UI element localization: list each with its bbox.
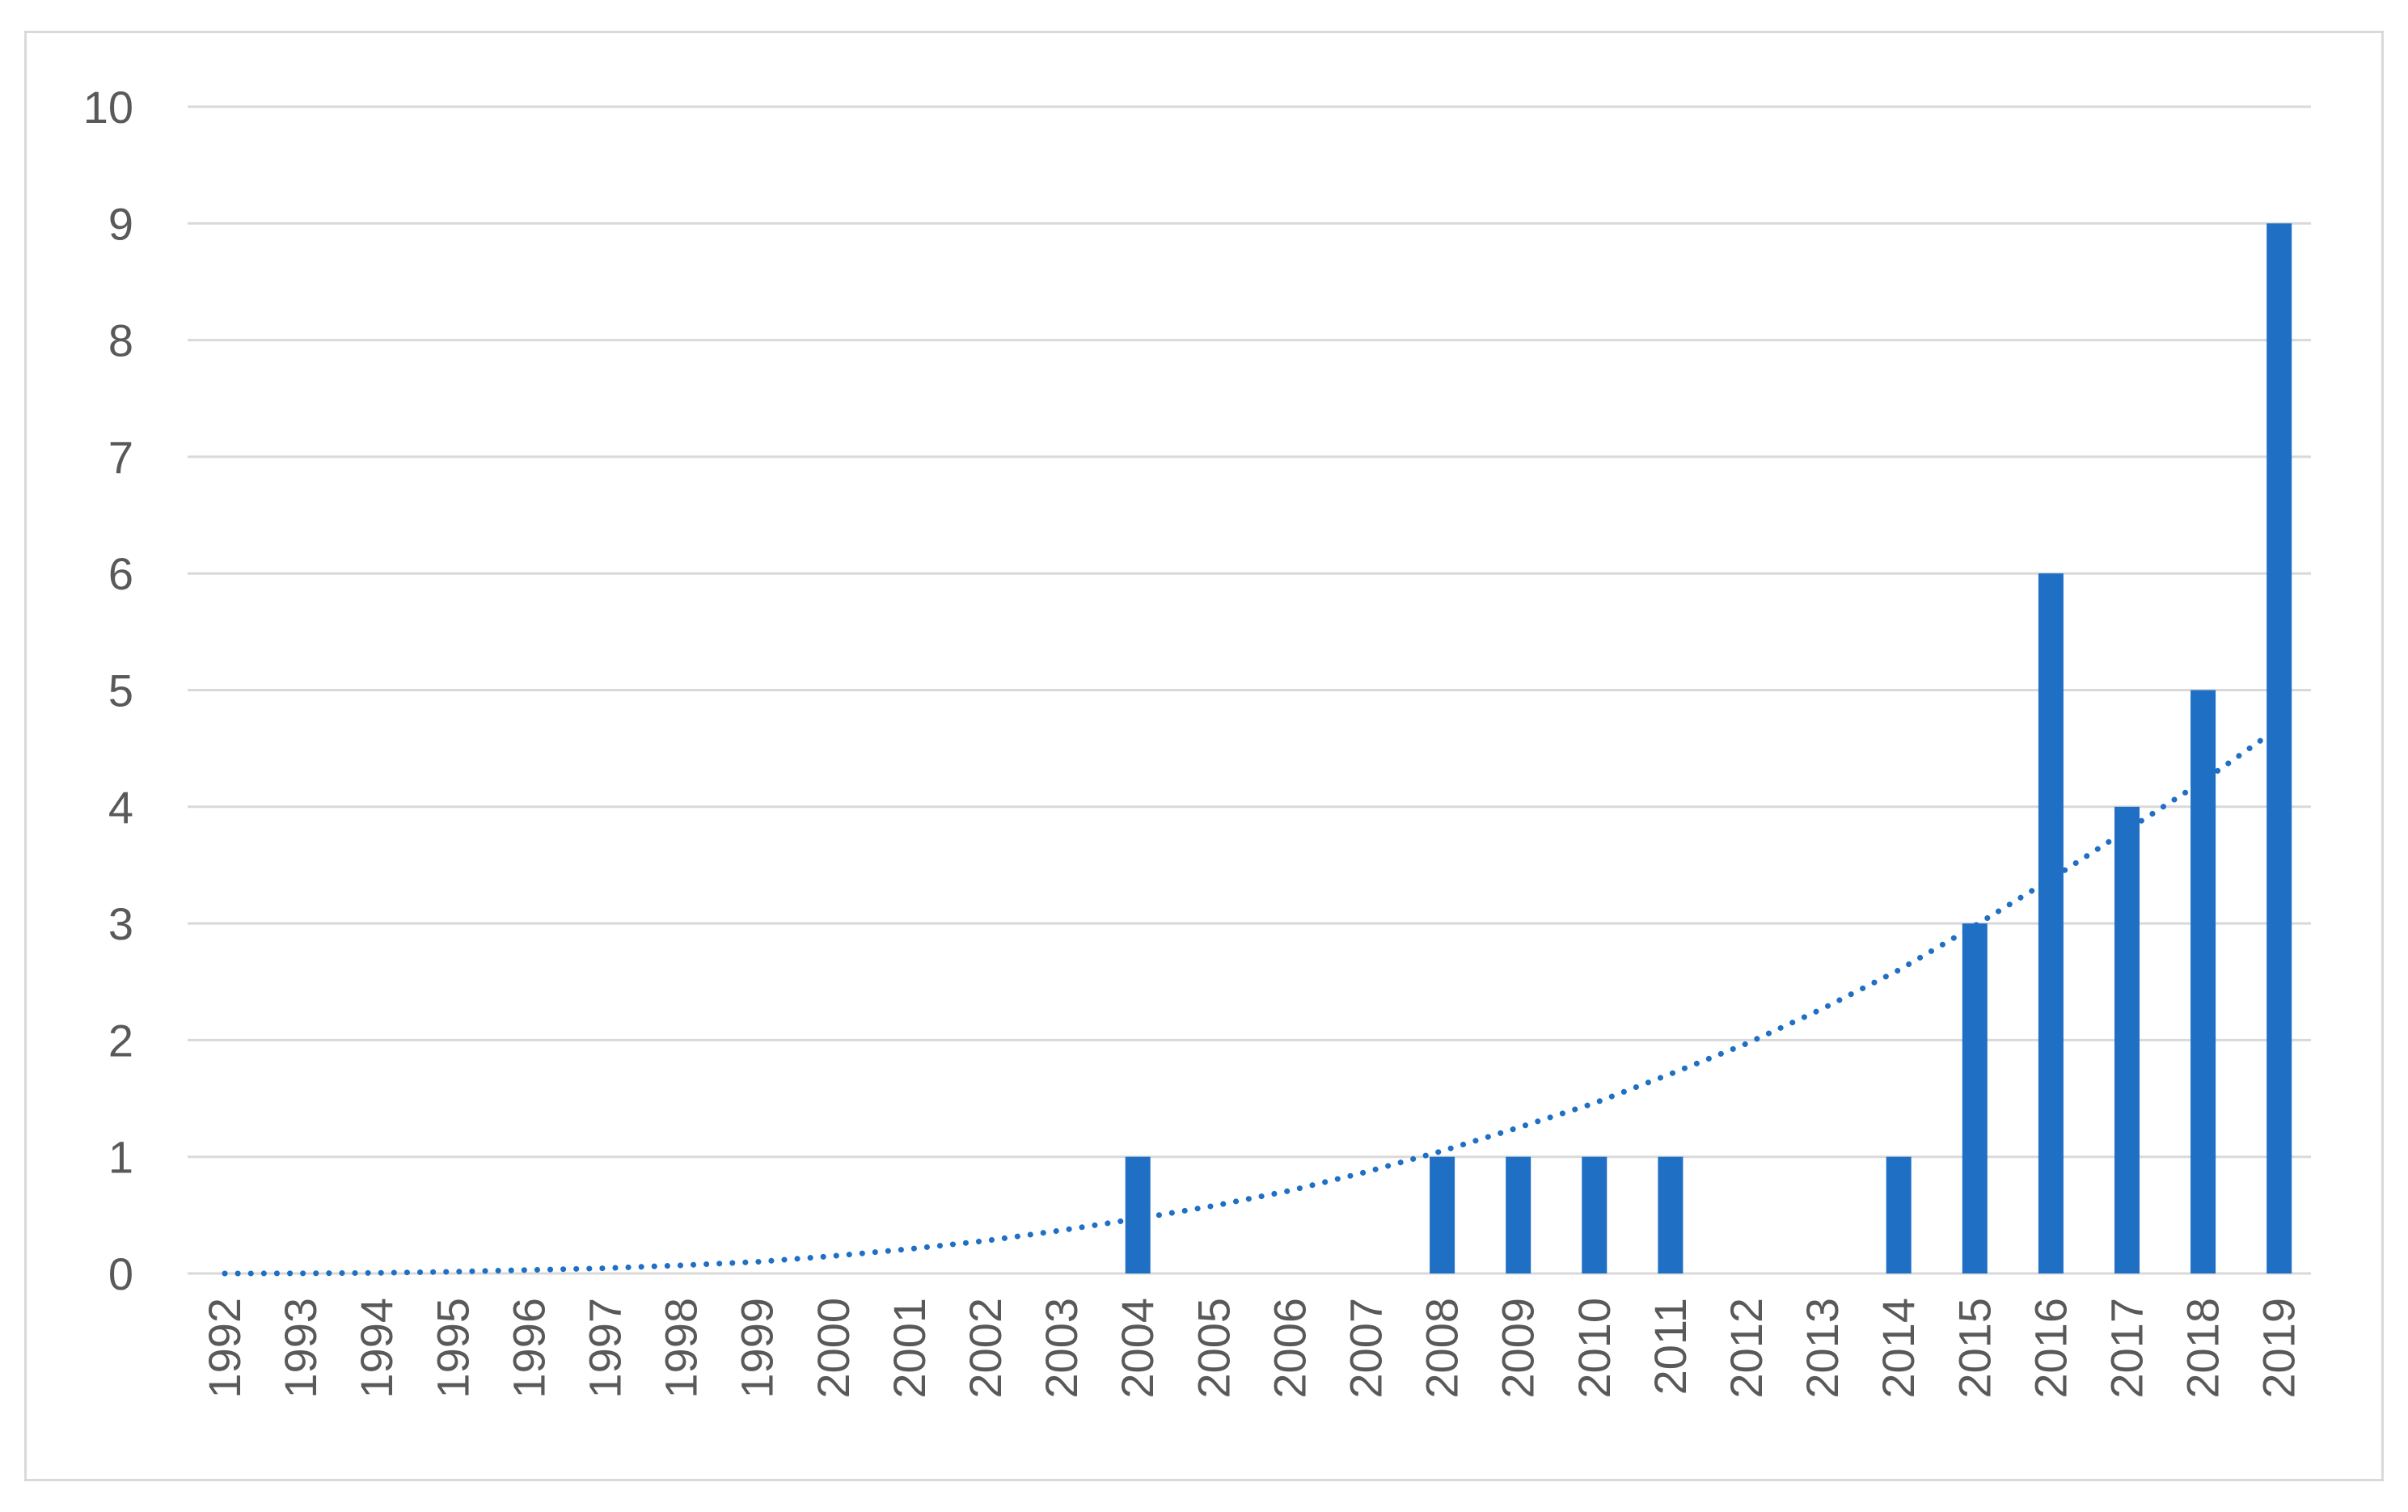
y-tick-label: 1 [108, 1132, 133, 1183]
x-tick-label: 2012 [1721, 1298, 1772, 1399]
y-tick-label: 3 [108, 898, 133, 949]
x-tick-label: 2003 [1036, 1298, 1087, 1399]
x-tick-label: 1995 [427, 1298, 478, 1399]
x-tick-label: 2005 [1188, 1298, 1239, 1399]
bar-2019 [2266, 223, 2292, 1273]
y-tick-label: 8 [108, 315, 133, 366]
x-tick-label: 2004 [1112, 1298, 1163, 1399]
x-tick-label: 1999 [732, 1298, 783, 1399]
y-tick-label: 5 [108, 665, 133, 716]
x-tick-label: 2013 [1797, 1298, 1848, 1399]
x-tick-label: 2019 [2254, 1298, 2304, 1399]
x-tick-label: 2008 [1417, 1298, 1468, 1399]
x-tick-label: 1998 [656, 1298, 707, 1399]
x-tick-label: 2000 [808, 1298, 859, 1399]
x-tick-label: 2015 [1949, 1298, 2000, 1399]
bar-2008 [1430, 1156, 1455, 1273]
y-tick-label: 9 [108, 198, 133, 249]
x-tick-label: 2014 [1873, 1298, 1924, 1399]
x-tick-label: 2011 [1645, 1298, 1696, 1395]
x-tick-label: 1996 [503, 1298, 554, 1399]
x-tick-label: 2017 [2102, 1298, 2152, 1399]
x-tick-label: 1994 [351, 1298, 402, 1399]
y-tick-label: 10 [83, 82, 133, 133]
y-tick-label: 2 [108, 1015, 133, 1066]
x-tick-label: 2009 [1493, 1298, 1544, 1399]
chart-frame [24, 31, 2384, 1481]
bar-2015 [1962, 923, 1988, 1273]
bar-2016 [2038, 573, 2064, 1273]
x-tick-label: 1997 [580, 1298, 631, 1399]
x-tick-label: 1993 [275, 1298, 326, 1399]
bar-2017 [2114, 806, 2140, 1273]
gridlines [188, 105, 2311, 1275]
bar-2009 [1506, 1156, 1531, 1273]
x-tick-label: 2007 [1341, 1298, 1392, 1399]
bar-2018 [2190, 690, 2216, 1273]
x-tick-label: 2001 [884, 1298, 935, 1399]
y-axis-tick-labels: 0 1 2 3 4 5 6 7 8 9 10 [83, 82, 133, 1299]
x-tick-label: 2018 [2178, 1298, 2228, 1399]
y-tick-label: 7 [108, 432, 133, 483]
bar-2010 [1582, 1156, 1607, 1273]
bars [1125, 223, 2292, 1273]
x-tick-label: 2002 [960, 1298, 1011, 1399]
x-axis-tick-labels: 1992 1993 1994 1995 1996 1997 1998 1999 2000 2001… [199, 1298, 2304, 1399]
x-tick-label: 1992 [199, 1298, 250, 1399]
x-tick-label: 2010 [1569, 1298, 1620, 1399]
y-tick-label: 4 [108, 782, 133, 833]
x-tick-label: 2016 [2025, 1298, 2076, 1399]
bar-2011 [1658, 1156, 1683, 1273]
bar-2014 [1886, 1156, 1912, 1273]
y-tick-label: 6 [108, 548, 133, 599]
y-tick-label: 0 [108, 1248, 133, 1299]
x-tick-label: 2006 [1264, 1298, 1315, 1399]
